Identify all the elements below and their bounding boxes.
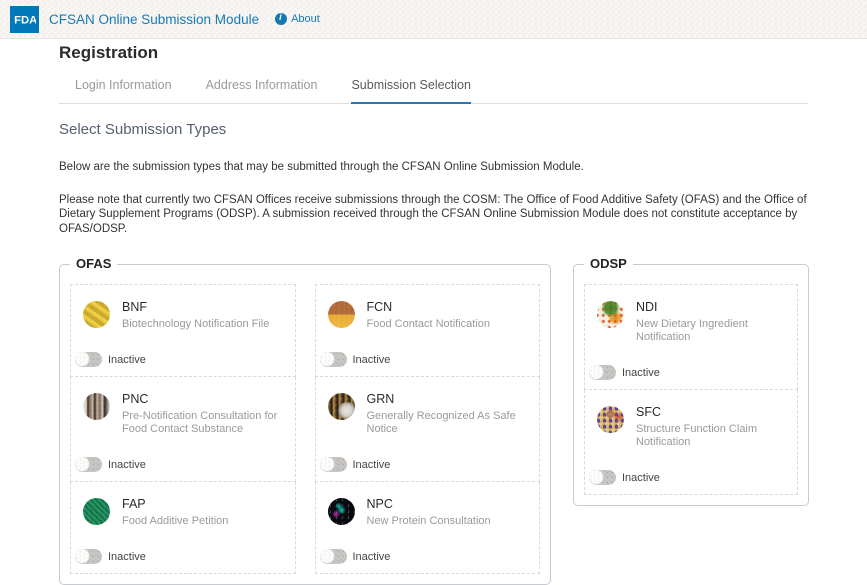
- svg-text:FDA: FDA: [14, 14, 36, 26]
